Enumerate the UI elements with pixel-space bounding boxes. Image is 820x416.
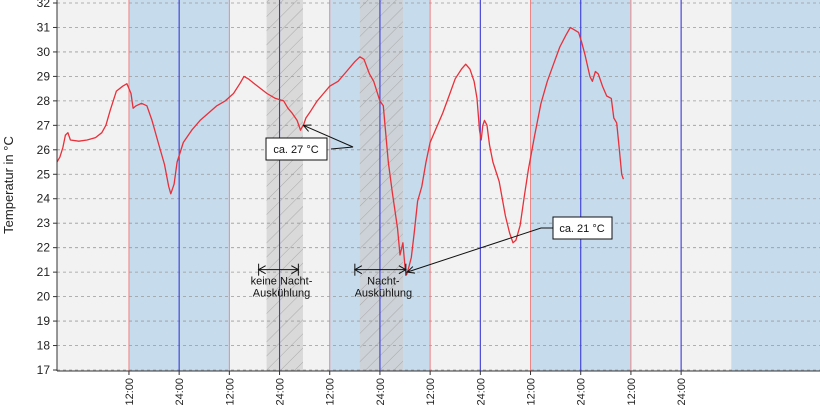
annotation-box (552, 216, 613, 240)
series-layer (57, 26, 625, 276)
x-tick-label: 24:00 (375, 378, 387, 406)
annotation-leader (406, 227, 553, 273)
y-tick-label: 17 (37, 363, 51, 377)
hatched-regions (266, 0, 403, 371)
y-tick-label: 30 (37, 45, 51, 59)
y-tick-label: 28 (37, 94, 51, 108)
range-label-text: Auskühlung (253, 288, 311, 300)
annotation-box (265, 137, 328, 161)
x-tick-label: 12:00 (626, 378, 638, 406)
annotations: ca. 27 °C ca. 21 °C (265, 124, 613, 274)
y-tick-label: 32 (37, 0, 51, 10)
annotation-label: ca. 21 °C (559, 223, 604, 235)
range-arrow-left (257, 265, 266, 275)
range-arrow-right (291, 265, 300, 275)
hatched-band-pattern (359, 0, 403, 371)
y-tick-label: 24 (37, 192, 51, 206)
y-tick-label: 19 (37, 314, 51, 328)
vertical-gridlines (128, 0, 682, 371)
horizontal-gridlines (57, 2, 820, 371)
x-tick-label: 12:00 (425, 378, 437, 406)
x-tick-label: 12:00 (325, 378, 337, 406)
y-tick-label: 29 (37, 69, 51, 83)
range-label-text: Nacht- (367, 276, 400, 288)
y-tick-label: 27 (37, 118, 51, 132)
night-band (731, 0, 820, 371)
y-tick-label: 26 (37, 143, 51, 157)
x-tick-label: 12:00 (224, 378, 236, 406)
temperature-series-line (57, 26, 625, 276)
x-tick-label: 24:00 (576, 378, 588, 406)
range-arrow-right (398, 265, 407, 275)
range-label-text: keine Nacht- (251, 276, 313, 288)
x-tick-label: 24:00 (475, 378, 487, 406)
x-tick-label: 12:00 (526, 378, 538, 406)
x-tick-label: 12:00 (124, 378, 136, 406)
range-label-text: Auskühlung (355, 288, 413, 300)
y-tick-labels: 17 18 19 20 21 22 23 24 25 26 27 28 29 30 31 32 (37, 0, 57, 377)
y-tick-label: 22 (37, 241, 51, 255)
y-tick-label: 21 (37, 265, 51, 279)
x-tick-labels: 12:00 24:00 12:00 24:00 12:00 24:00 12:00 24:00… (124, 371, 688, 406)
y-tick-label: 31 (37, 20, 51, 34)
x-tick-label: 24:00 (174, 378, 186, 406)
y-axis-label: Temperatur in °C (1, 136, 16, 234)
annotation-leader (303, 124, 354, 150)
annotation-arrowhead (302, 124, 312, 132)
annotation-label: ca. 27 °C (273, 144, 318, 156)
range-arrow-left (353, 265, 363, 275)
x-tick-label: 24:00 (275, 378, 287, 406)
y-tick-label: 23 (37, 216, 51, 230)
y-tick-label: 20 (37, 290, 51, 304)
hatched-band-pattern (266, 0, 303, 371)
annotation-arrowhead (406, 266, 416, 274)
y-tick-label: 18 (37, 339, 51, 353)
y-tick-label: 25 (37, 167, 51, 181)
x-tick-label: 24:00 (676, 378, 688, 406)
